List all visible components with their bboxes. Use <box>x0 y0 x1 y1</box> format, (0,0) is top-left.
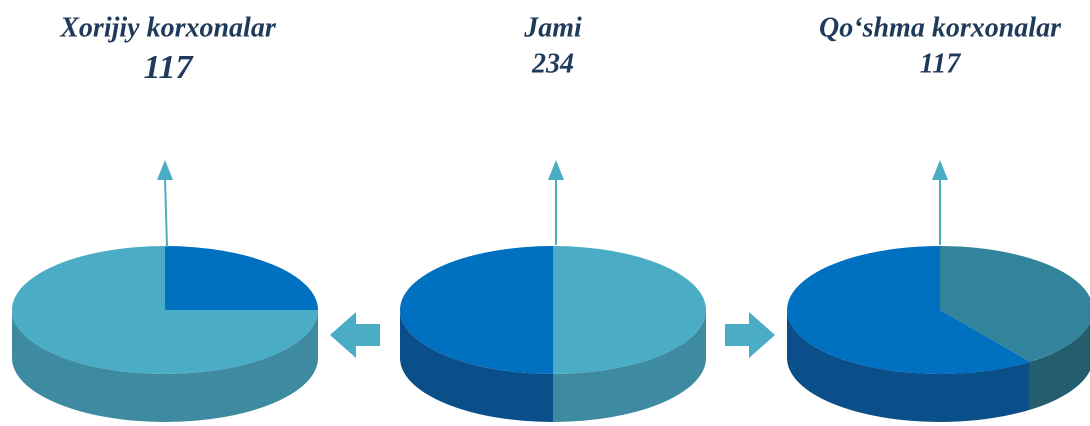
slice <box>787 246 1030 375</box>
pie <box>400 246 706 422</box>
pointer-line <box>164 177 168 248</box>
slice <box>553 246 706 374</box>
slice <box>165 246 318 310</box>
arrowhead <box>548 160 564 180</box>
slice-side <box>553 310 706 422</box>
chart-title: Qo‘shma korxonalar <box>819 12 1062 43</box>
slice-side <box>12 310 318 422</box>
total-label: 117 <box>143 49 194 86</box>
pie <box>12 246 318 422</box>
block-arrow <box>725 312 775 358</box>
slice-side <box>787 310 1030 422</box>
pie <box>787 246 1090 422</box>
total-label: 234 <box>531 48 574 79</box>
arrowhead <box>157 160 173 180</box>
slice <box>940 246 1090 362</box>
total-label: 117 <box>920 48 961 79</box>
slice-side <box>400 310 553 422</box>
slice <box>12 246 318 374</box>
slice <box>400 246 553 374</box>
block-arrow <box>330 312 380 358</box>
slice-side <box>1029 322 1090 410</box>
chart-title: Jami <box>523 12 582 43</box>
arrowhead <box>932 160 948 180</box>
chart-title: Xorijiy korxonalar <box>59 12 277 43</box>
arrows <box>157 160 948 358</box>
